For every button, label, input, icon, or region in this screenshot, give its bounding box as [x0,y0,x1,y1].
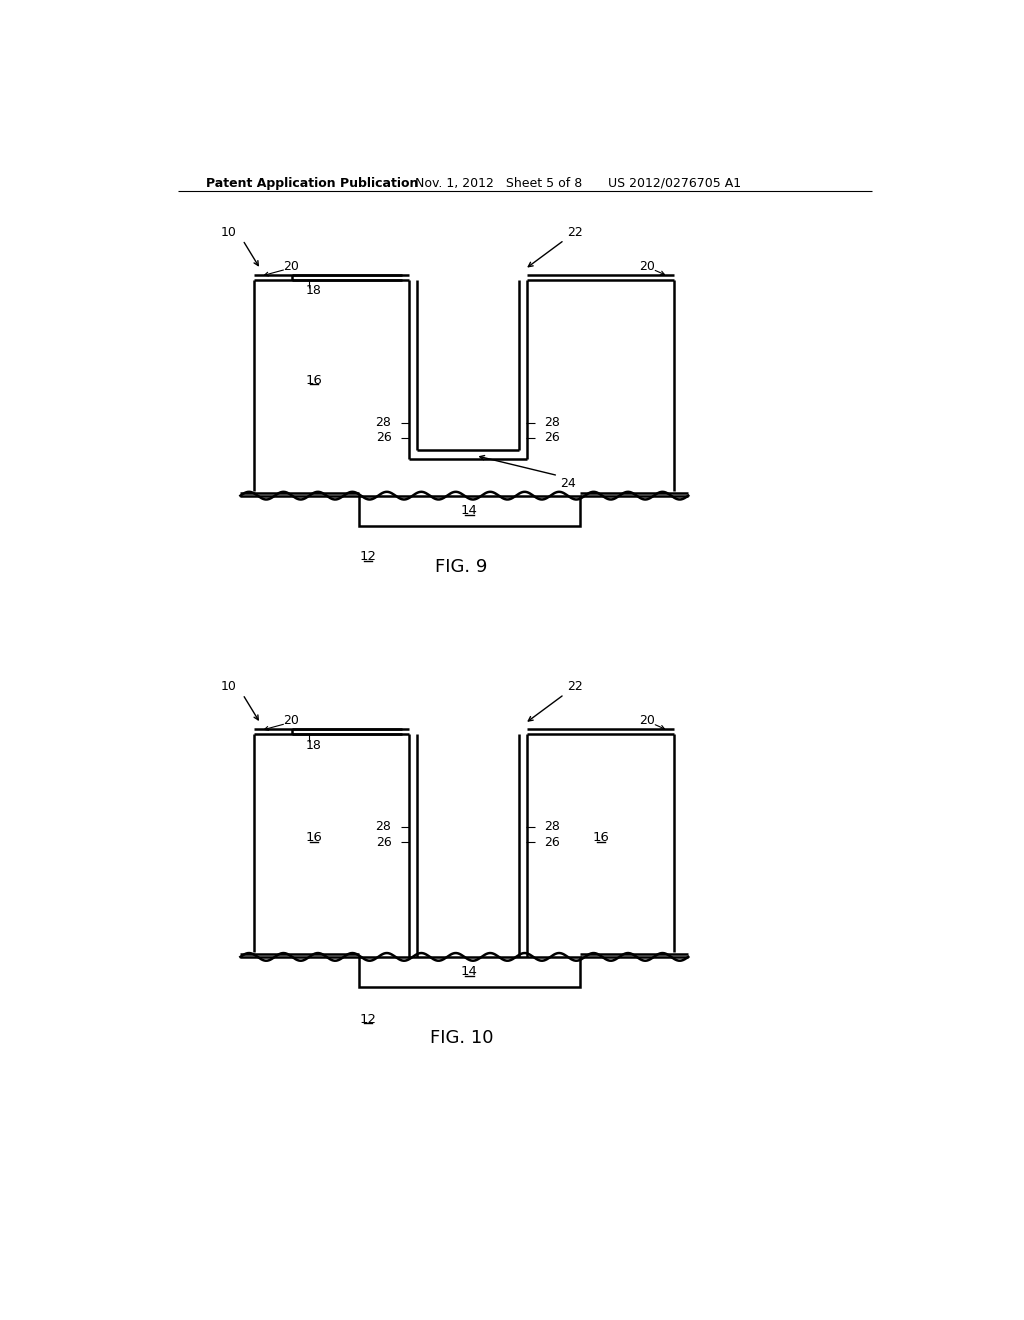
Text: 20: 20 [283,260,299,273]
Text: 28: 28 [544,416,560,429]
Text: 26: 26 [544,432,560,445]
Text: 22: 22 [567,226,583,239]
Text: FIG. 10: FIG. 10 [429,1028,493,1047]
Text: 28: 28 [376,416,391,429]
Text: 14: 14 [461,965,478,978]
Text: 28: 28 [376,820,391,833]
Text: 10: 10 [221,680,237,693]
Text: 18: 18 [306,739,322,751]
Text: 10: 10 [221,226,237,239]
Text: 20: 20 [639,714,655,727]
Text: 26: 26 [376,432,391,445]
Text: 14: 14 [461,504,478,517]
Text: Patent Application Publication: Patent Application Publication [206,177,418,190]
Text: 18: 18 [306,284,322,297]
Text: 16: 16 [592,832,609,845]
Text: Nov. 1, 2012   Sheet 5 of 8: Nov. 1, 2012 Sheet 5 of 8 [415,177,582,190]
Text: US 2012/0276705 A1: US 2012/0276705 A1 [608,177,741,190]
Bar [359,496,580,525]
Text: 26: 26 [544,836,560,849]
Text: 16: 16 [305,832,323,845]
Text: 24: 24 [560,477,575,490]
Text: 20: 20 [639,260,655,273]
Text: 26: 26 [376,836,391,849]
Text: 12: 12 [359,550,377,564]
Text: 16: 16 [305,374,323,387]
Text: 22: 22 [567,680,583,693]
Bar [359,957,580,987]
Text: FIG. 9: FIG. 9 [435,557,487,576]
Text: 12: 12 [359,1012,377,1026]
Text: 20: 20 [283,714,299,727]
Text: 28: 28 [544,820,560,833]
